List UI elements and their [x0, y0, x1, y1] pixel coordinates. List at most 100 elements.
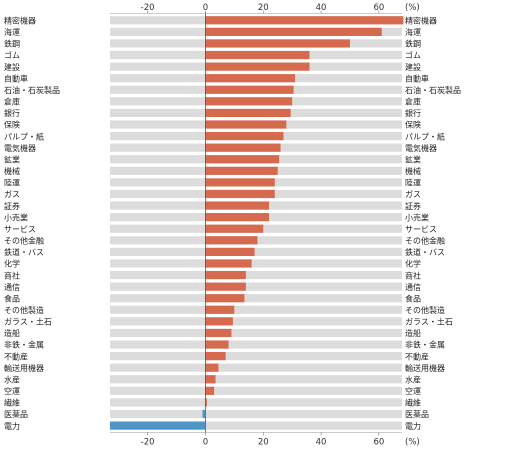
- category-label: サービス: [405, 225, 437, 234]
- bar: [205, 143, 281, 152]
- bar: [205, 213, 270, 222]
- bar: [205, 259, 252, 268]
- category-label: 機械: [405, 166, 421, 176]
- category-label: その他製造: [405, 305, 445, 315]
- tick-label-top: 60: [373, 3, 384, 13]
- row-band: [110, 409, 402, 419]
- tick-label-top: 0: [203, 3, 208, 13]
- bar: [205, 352, 226, 361]
- category-label: ガラス・土石: [4, 317, 52, 327]
- category-label: 化学: [4, 259, 20, 269]
- category-label: 造船: [4, 328, 20, 338]
- category-labels-left: 精密機器海運鉄鋼ゴム建設自動車石油・石炭製品倉庫銀行保険パルプ・紙電気機器鉱業機…: [4, 15, 60, 430]
- category-label: 証券: [4, 201, 20, 211]
- tick-label-top: 20: [258, 3, 269, 13]
- category-label: 自動車: [405, 73, 429, 83]
- row-band: [110, 375, 402, 384]
- category-label: 電気機器: [405, 143, 437, 153]
- category-label: 空運: [4, 386, 20, 396]
- category-label: 陸運: [4, 178, 20, 188]
- category-label: 医薬品: [4, 409, 28, 419]
- category-label: 海運: [405, 27, 421, 37]
- bar: [205, 294, 245, 303]
- category-label: 不動産: [4, 351, 28, 361]
- tick-label-bottom: 40: [316, 437, 327, 447]
- bar: [205, 27, 382, 36]
- row-band: [110, 294, 402, 303]
- bar: [205, 62, 310, 71]
- row-band: [110, 363, 402, 372]
- category-label: 証券: [405, 201, 421, 211]
- row-band: [110, 340, 402, 349]
- category-label: 鉄道・バス: [405, 247, 445, 257]
- category-label: その他金融: [405, 236, 445, 246]
- category-label: 倉庫: [405, 97, 421, 107]
- tick-label-top: -20: [141, 3, 155, 13]
- bar: [205, 224, 264, 233]
- category-label: 化学: [405, 259, 421, 269]
- row-band: [110, 386, 402, 395]
- category-label: 保険: [405, 120, 421, 130]
- category-label: 銀行: [405, 108, 421, 118]
- unit-label-top: (%): [405, 3, 420, 13]
- bar: [110, 421, 206, 430]
- bar: [205, 85, 294, 94]
- bar: [205, 155, 280, 164]
- category-label: 鉱業: [405, 154, 421, 164]
- bar: [205, 247, 255, 256]
- bar: [205, 201, 270, 210]
- category-label: 水産: [4, 374, 20, 384]
- category-label: 不動産: [405, 351, 429, 361]
- category-label: 倉庫: [4, 97, 20, 107]
- category-label: パルプ・紙: [405, 131, 445, 141]
- bar: [205, 363, 219, 372]
- category-label: 鉄道・バス: [4, 247, 44, 257]
- category-label: ガス: [4, 189, 20, 199]
- unit-label-bottom: (%): [405, 437, 420, 447]
- tick-label-bottom: 0: [203, 437, 208, 447]
- category-label: ゴム: [405, 50, 421, 60]
- tick-label-bottom: -20: [141, 437, 155, 447]
- bar: [205, 398, 207, 407]
- row-band: [110, 259, 402, 268]
- bar: [205, 340, 229, 349]
- bar: [205, 375, 216, 384]
- category-label: 商社: [4, 270, 20, 280]
- bar: [205, 189, 275, 199]
- category-label: 造船: [405, 328, 421, 338]
- category-label: 非鉄・金属: [405, 340, 445, 350]
- category-label: 機械: [4, 166, 20, 176]
- bar: [205, 74, 296, 83]
- category-label: 輸送用機器: [405, 363, 445, 373]
- bars: [110, 16, 404, 430]
- category-label: 電気機器: [4, 143, 36, 153]
- bar: [205, 120, 287, 129]
- category-label: 自動車: [4, 73, 28, 83]
- category-label: 陸運: [405, 178, 421, 188]
- category-label: その他製造: [4, 305, 44, 315]
- category-label: 小売業: [405, 212, 429, 222]
- bar: [205, 16, 404, 25]
- row-band: [110, 317, 402, 326]
- category-label: 銀行: [4, 108, 20, 118]
- axes: -20 -20 0 0 20 20 40 40 60 60 (%) (%): [110, 3, 420, 447]
- bar: [205, 178, 275, 187]
- category-label: 医薬品: [405, 409, 429, 419]
- category-label: 輸送用機器: [4, 363, 44, 373]
- category-label: 商社: [405, 270, 421, 280]
- category-label: 海運: [4, 27, 20, 37]
- tick-label-top: 40: [316, 3, 327, 13]
- category-label: パルプ・紙: [4, 131, 44, 141]
- bar: [205, 317, 233, 326]
- bar: [205, 236, 258, 245]
- category-label: 食品: [405, 293, 421, 303]
- row-band: [110, 282, 402, 291]
- category-label: 電力: [4, 421, 20, 431]
- category-label: 精密機器: [4, 15, 36, 25]
- row-band: [110, 328, 402, 338]
- category-label: 建設: [4, 62, 20, 72]
- bar: [205, 97, 293, 106]
- tick-label-bottom: 60: [373, 437, 384, 447]
- tick-label-bottom: 20: [258, 437, 269, 447]
